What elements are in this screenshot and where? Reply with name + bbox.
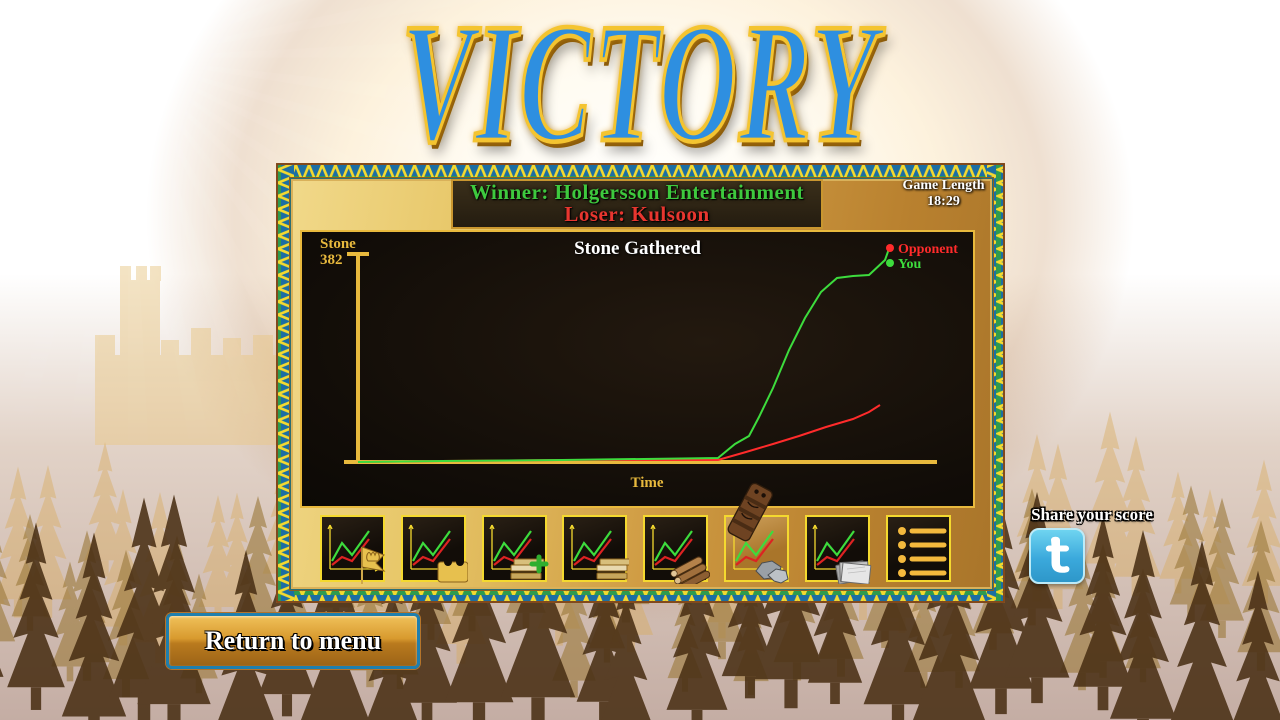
- svg-text:Time: Time: [630, 475, 663, 491]
- svg-text:Stone: Stone: [320, 236, 356, 252]
- svg-text:Opponent: Opponent: [898, 242, 958, 257]
- svg-text:382: 382: [320, 252, 343, 268]
- svg-text:You: You: [898, 257, 922, 272]
